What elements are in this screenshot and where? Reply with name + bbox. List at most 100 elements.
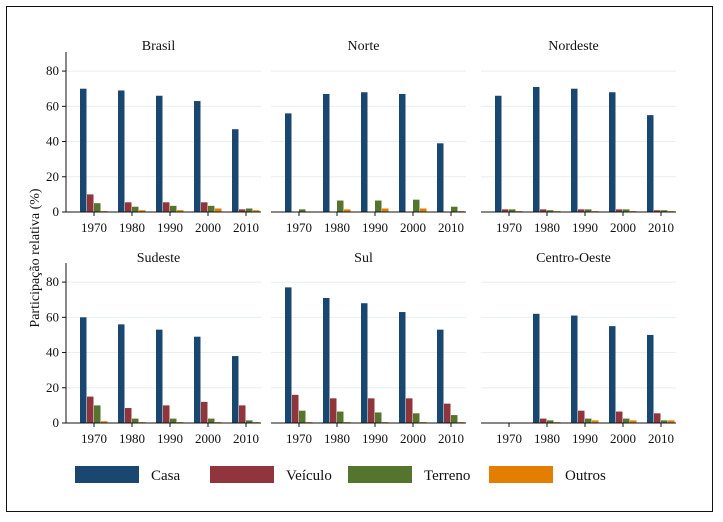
bar-casa-2010 xyxy=(232,129,239,212)
legend-label: Terreno xyxy=(424,468,470,484)
bar-casa-2010 xyxy=(232,356,239,423)
x-tick-label: 2000 xyxy=(195,220,221,235)
bar-outros-2000 xyxy=(215,208,222,212)
bar-veículo-1970 xyxy=(292,394,299,423)
bar-casa-2000 xyxy=(194,336,201,423)
bar-veículo-2000 xyxy=(201,202,208,212)
figure-frame xyxy=(6,6,713,512)
bar-outros-2010 xyxy=(253,210,260,212)
x-tick-label: 1990 xyxy=(157,220,183,235)
chart-legend: Casa Veículo Terreno Outros xyxy=(75,466,606,484)
bar-casa-2010 xyxy=(647,334,654,423)
bar-casa-2010 xyxy=(437,143,444,212)
bar-terreno-1970 xyxy=(94,203,101,212)
legend-swatch-terreno xyxy=(348,466,412,483)
x-tick-label: 1970 xyxy=(81,431,107,446)
bar-terreno-1990 xyxy=(375,412,382,423)
bar-outros-1980 xyxy=(344,209,351,212)
bar-casa-1980 xyxy=(118,324,125,423)
x-tick-label: 2010 xyxy=(233,431,259,446)
panel-norte: Norte 1970 1980 1990 2000 2010 xyxy=(271,39,466,235)
x-tick-label: 1970 xyxy=(286,220,312,235)
x-tick-label: 2010 xyxy=(438,431,464,446)
bar-veículo-1980 xyxy=(330,398,337,423)
x-tick-label: 2000 xyxy=(195,431,221,446)
bar-terreno-1990 xyxy=(170,418,177,423)
x-tick-label: 1980 xyxy=(324,220,350,235)
x-tick-label: 2000 xyxy=(610,220,636,235)
bar-casa-2000 xyxy=(609,92,616,212)
y-tick-label: 40 xyxy=(46,345,59,360)
bar-terreno-2010 xyxy=(451,415,458,423)
panel-brasil: Brasil 0 20 40 60 80 1970 1980 1990 2000 2010 xyxy=(46,39,261,235)
legend-label: Outros xyxy=(565,468,606,484)
bar-casa-1980 xyxy=(533,86,540,212)
x-tick-label: 2010 xyxy=(438,220,464,235)
bar-casa-1970 xyxy=(80,88,87,212)
bar-veículo-1980 xyxy=(125,202,132,212)
legend-label: Casa xyxy=(151,468,181,484)
bar-veículo-2000 xyxy=(616,411,623,423)
bar-terreno-2000 xyxy=(208,205,215,212)
bar-veículo-2000 xyxy=(616,209,623,212)
bar-veículo-2010 xyxy=(654,210,661,212)
bar-casa-1970 xyxy=(80,317,87,423)
bar-terreno-1990 xyxy=(585,418,592,423)
x-tick-label: 1990 xyxy=(572,431,598,446)
bar-casa-1970 xyxy=(495,95,502,212)
bar-casa-2000 xyxy=(399,312,406,423)
bar-casa-1980 xyxy=(118,90,125,212)
bar-outros-1980 xyxy=(139,210,146,212)
x-tick-label: 1970 xyxy=(286,431,312,446)
bar-casa-2010 xyxy=(647,115,654,212)
bar-outros-1990 xyxy=(382,208,389,212)
x-tick-label: 1990 xyxy=(362,220,388,235)
x-tick-label: 2000 xyxy=(610,431,636,446)
bar-casa-1970 xyxy=(285,287,292,423)
bar-casa-1990 xyxy=(361,303,368,423)
panel-title: Norte xyxy=(348,39,380,54)
x-tick-label: 1970 xyxy=(81,220,107,235)
y-tick-label: 0 xyxy=(53,415,60,430)
bar-casa-1990 xyxy=(156,329,163,423)
bar-veículo-1980 xyxy=(125,408,132,423)
x-tick-label: 2000 xyxy=(400,220,426,235)
bar-terreno-1980 xyxy=(547,210,554,212)
y-tick-label: 20 xyxy=(46,380,59,395)
bar-terreno-1990 xyxy=(375,200,382,212)
panel-sudeste: Sudeste 0 20 40 60 80 1970 1980 1990 2000 2010 xyxy=(46,251,261,446)
bar-veículo-1980 xyxy=(540,418,547,423)
y-tick-label: 20 xyxy=(46,169,59,184)
y-tick-label: 80 xyxy=(46,274,59,289)
bar-terreno-2000 xyxy=(413,199,420,212)
x-tick-label: 1980 xyxy=(534,220,560,235)
bar-casa-1990 xyxy=(571,88,578,212)
bar-terreno-2010 xyxy=(451,206,458,212)
legend-swatch-outros xyxy=(489,466,553,483)
bar-casa-1970 xyxy=(285,113,292,212)
x-tick-label: 2010 xyxy=(233,220,259,235)
bar-terreno-2010 xyxy=(246,420,253,423)
bar-terreno-2000 xyxy=(623,418,630,423)
bar-casa-2000 xyxy=(609,326,616,423)
y-tick-label: 60 xyxy=(46,98,59,113)
bar-outros-1970 xyxy=(101,421,108,423)
panel-title: Sul xyxy=(354,251,373,266)
bar-outros-1990 xyxy=(177,210,184,212)
bar-veículo-2000 xyxy=(406,398,413,423)
bar-outros-2000 xyxy=(420,208,427,212)
bar-veículo-1970 xyxy=(87,396,94,423)
y-tick-label: 0 xyxy=(53,204,60,219)
bar-veículo-2010 xyxy=(239,209,246,212)
bar-terreno-1970 xyxy=(509,209,516,212)
bar-casa-1990 xyxy=(361,92,368,212)
legend-label: Veículo xyxy=(286,468,332,484)
x-tick-label: 1980 xyxy=(119,431,145,446)
x-tick-label: 2010 xyxy=(648,431,674,446)
x-tick-label: 1990 xyxy=(362,431,388,446)
bar-outros-2000 xyxy=(630,420,637,423)
panel-title: Nordeste xyxy=(548,39,599,54)
bar-veículo-2010 xyxy=(654,413,661,423)
y-axis-label: Participação relativa (%) xyxy=(28,188,43,327)
x-tick-label: 1990 xyxy=(572,220,598,235)
